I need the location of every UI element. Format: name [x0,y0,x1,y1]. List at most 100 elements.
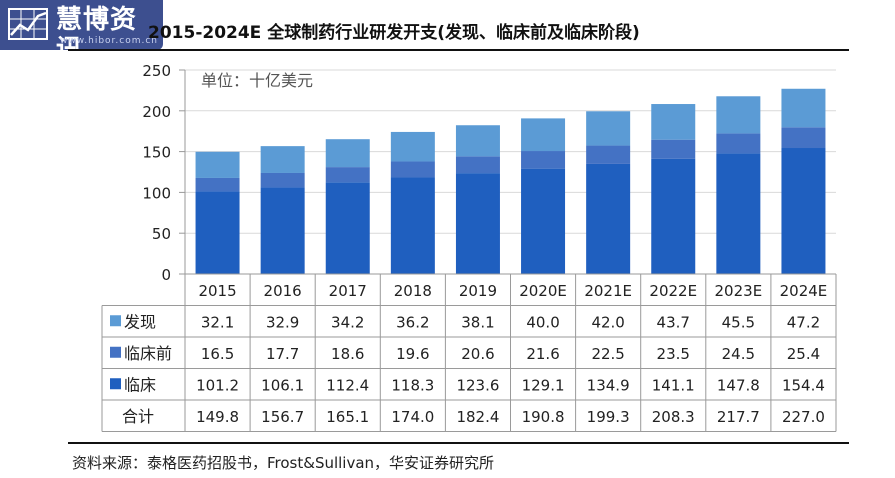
bar-segment-2-8 [716,96,761,134]
y-axis-ticks: 0 50 100 150 200 250 [142,62,186,284]
bar-segment-1-6 [586,145,631,164]
table-value: 129.1 [522,376,565,394]
table-value: 34.2 [331,313,364,331]
table-value: 141.1 [652,376,695,394]
bar-segment-0-4 [455,173,500,274]
bar-segment-2-2 [325,139,370,168]
bar-segment-2-6 [586,111,631,146]
bar-segment-0-1 [260,187,305,274]
table-value: 18.6 [331,345,364,363]
bar-segment-2-7 [651,104,696,140]
table-value: 106.1 [261,376,304,394]
legend-swatch [110,346,121,358]
table-value: 147.8 [717,376,760,394]
bar-segment-0-5 [521,168,566,274]
table-value: 154.4 [782,376,825,394]
table-value: 182.4 [456,408,499,426]
x-category-label: 2022E [649,282,697,300]
bars-layer [195,88,826,274]
bar-segment-1-8 [716,133,761,154]
source-note: 资料来源：泰格医药招股书，Frost&Sullivan，华安证券研究所 [72,454,495,472]
table-value: 19.6 [396,345,429,363]
table-value: 32.9 [266,313,299,331]
table-value: 23.5 [657,345,690,363]
table-value: 45.5 [722,313,755,331]
bar-segment-0-7 [651,158,696,274]
table-value: 101.2 [196,376,239,394]
logo-url: www.hibor.com.cn [60,36,159,46]
table-value: 21.6 [526,345,559,363]
y-tick-label: 100 [142,184,171,202]
table-value: 118.3 [391,376,434,394]
bar-segment-2-5 [521,118,566,152]
x-category-label: 2017 [329,282,367,300]
bar-segment-2-4 [455,125,500,157]
x-category-label: 2016 [264,282,302,300]
x-category-label: 2020E [519,282,567,300]
bar-segment-1-2 [325,167,370,183]
table-value: 25.4 [787,345,820,363]
table-value: 123.6 [456,376,499,394]
chart-logo-icon [8,8,48,40]
table-value: 174.0 [391,408,434,426]
table-value: 32.1 [201,313,234,331]
bar-segment-0-9 [781,148,826,274]
y-tick-label: 150 [142,144,171,162]
bar-segment-1-0 [195,177,240,192]
x-category-label: 2021E [584,282,632,300]
y-tick-label: 250 [142,62,171,80]
bar-segment-1-4 [455,156,500,174]
table-row-label: 发现 [124,312,156,331]
table-value: 17.7 [266,345,299,363]
table-value: 36.2 [396,313,429,331]
bar-segment-1-9 [781,127,826,149]
table-value: 134.9 [587,376,630,394]
table-value: 16.5 [201,345,234,363]
table-value: 112.4 [326,376,369,394]
table-value: 40.0 [526,313,559,331]
bar-segment-2-1 [260,146,305,173]
y-tick-label: 200 [142,103,171,121]
table-row-label: 临床前 [124,344,172,363]
legend-swatch [110,378,121,390]
bar-segment-2-9 [781,88,826,128]
table-value: 43.7 [657,313,690,331]
table-value: 22.5 [591,345,624,363]
table-value: 42.0 [591,313,624,331]
table-value: 156.7 [261,408,304,426]
unit-label: 单位：十亿美元 [201,71,313,90]
bar-segment-0-6 [586,163,631,274]
table-value: 227.0 [782,408,825,426]
x-category-label: 2015 [198,282,236,300]
table-value: 165.1 [326,408,369,426]
table-value: 47.2 [787,313,820,331]
bar-segment-0-8 [716,153,761,274]
page-title: 2015-2024E 全球制药行业研发开支(发现、临床前及临床阶段) [148,23,640,43]
bar-segment-2-0 [195,151,240,178]
table-row-label: 临床 [124,375,156,394]
table-value: 38.1 [461,313,494,331]
y-tick-label: 50 [152,225,171,243]
x-category-label: 2018 [394,282,432,300]
table-value: 190.8 [522,408,565,426]
table-value: 199.3 [587,408,630,426]
data-table: 2015 2016 2017 2018 2019 2020E 2021E 2022E 2023E… [101,273,837,432]
footer-rule [68,442,849,444]
x-category-label: 2023E [715,282,763,300]
x-category-label: 2019 [459,282,497,300]
bar-segment-0-2 [325,182,370,274]
x-category-label: 2024E [780,282,828,300]
table-value: 217.7 [717,408,760,426]
table-row-label: 合计 [122,407,154,426]
table-value: 149.8 [196,408,239,426]
y-tick-label: 0 [161,266,171,284]
table-value: 24.5 [722,345,755,363]
table-value: 208.3 [652,408,695,426]
bar-segment-1-5 [521,151,566,169]
bar-segment-1-3 [390,161,435,178]
bar-segment-1-1 [260,172,305,188]
title-rule [68,49,849,51]
bar-segment-1-7 [651,139,696,159]
bar-segment-0-0 [195,191,240,274]
